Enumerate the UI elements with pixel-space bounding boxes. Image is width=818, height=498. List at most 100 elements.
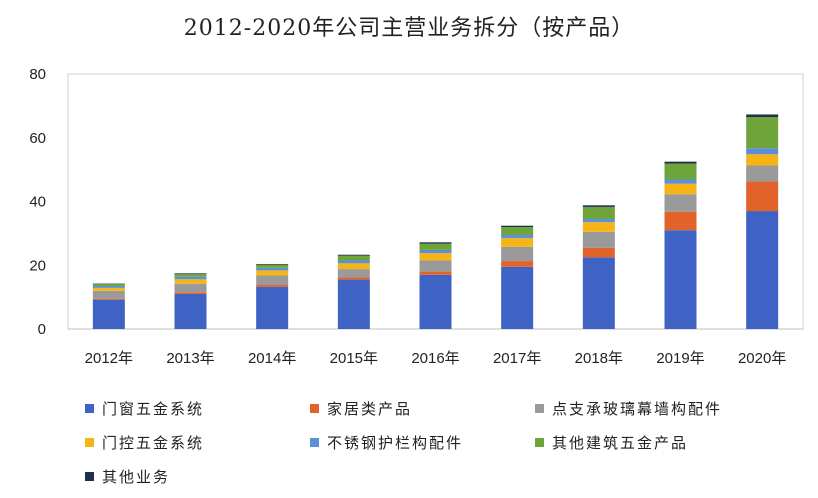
legend-swatch [535, 438, 544, 447]
bar-segment [746, 117, 779, 149]
legend-label: 点支承玻璃幕墙构配件 [552, 400, 723, 418]
x-tick-label: 2012年 [85, 350, 133, 367]
bar-segment [256, 267, 289, 271]
bar-segment [337, 277, 370, 280]
legend-label: 其他业务 [102, 468, 171, 486]
bar-segment [582, 219, 615, 223]
legend-item: 家居类产品 [310, 398, 412, 419]
y-tick-label: 40 [29, 194, 46, 211]
bar-segment [664, 163, 697, 180]
bar-segment [582, 206, 615, 220]
legend-label: 门窗五金系统 [102, 400, 205, 418]
x-tick-label: 2019年 [656, 350, 704, 367]
bar-segment [174, 276, 207, 280]
tick-labels: 0 20 40 60 80 2012年 2013年 2014年 2015年 2016年 2017年 2… [29, 66, 786, 367]
y-tick-label: 60 [29, 130, 46, 147]
bar-segment [92, 299, 125, 329]
bar-segment [746, 154, 779, 166]
bar-segment [174, 283, 207, 293]
stacked-bar-chart: 0 20 40 60 80 2012年 2013年 2014年 2015年 2016年 2017年 2… [29, 66, 804, 367]
legend-item: 点支承玻璃幕墙构配件 [535, 398, 722, 419]
bar-segment [256, 275, 289, 286]
legend-label: 家居类产品 [327, 400, 413, 418]
legend-label: 不锈钢护栏构配件 [327, 434, 464, 452]
bar-segment [746, 181, 779, 212]
legend-swatch [85, 404, 94, 413]
y-tick-label: 20 [29, 257, 46, 274]
legend-swatch [310, 438, 319, 447]
x-tick-label: 2020年 [738, 350, 786, 367]
bar-segment [419, 242, 452, 244]
bar-segment [664, 183, 697, 195]
bar-segment [174, 279, 207, 284]
bar-segment [337, 254, 370, 256]
bar-segment [664, 179, 697, 184]
bar-segment [582, 257, 615, 329]
bar-segment [582, 205, 615, 207]
legend-label: 其他建筑五金产品 [552, 434, 689, 452]
x-tick-label: 2016年 [411, 350, 459, 367]
bar-segment [419, 253, 452, 261]
x-tick-label: 2013年 [166, 350, 214, 367]
bar-segment [337, 260, 370, 264]
bar-segment [582, 231, 615, 248]
bar-segment [256, 286, 289, 329]
bar-segment [92, 283, 125, 286]
legend-item: 门控五金系统 [85, 432, 204, 453]
bar-segment [501, 246, 534, 262]
bar-segment [92, 298, 125, 300]
bar-segment [746, 114, 779, 118]
bar-segment [664, 230, 697, 329]
bar-segment [501, 238, 534, 247]
bar-segment [419, 260, 452, 272]
bar-segment [174, 292, 207, 294]
bar-segment [746, 165, 779, 182]
x-tick-label: 2017年 [493, 350, 541, 367]
x-tick-label: 2015年 [330, 350, 378, 367]
bar-segment [256, 263, 289, 265]
bar-segment [746, 211, 779, 329]
bar-segment [501, 266, 534, 329]
legend-item: 不锈钢护栏构配件 [310, 432, 463, 453]
bar-segment [92, 285, 125, 288]
bar-segment [664, 211, 697, 231]
bar-segment [337, 279, 370, 329]
bar-segment [501, 227, 534, 235]
y-tick-label: 80 [29, 66, 46, 83]
legend-item: 其他业务 [85, 466, 170, 487]
bar-segment [256, 285, 289, 287]
bar-segment [501, 234, 534, 239]
bar-segment [419, 274, 452, 329]
bar-segment [256, 270, 289, 276]
chart-title: 2012-2020年公司主营业务拆分（按产品） [183, 16, 635, 41]
x-tick-label: 2018年 [575, 350, 623, 367]
bar-segment [337, 263, 370, 270]
x-tick-label: 2014年 [248, 350, 296, 367]
legend-swatch [85, 438, 94, 447]
bar-segment [501, 261, 534, 267]
bar-segment [174, 273, 207, 274]
bar-segment [256, 264, 289, 268]
legend-item: 其他建筑五金产品 [535, 432, 688, 453]
bar-segment [419, 249, 452, 254]
legend-item: 门窗五金系统 [85, 398, 204, 419]
bar-segment [92, 287, 125, 291]
bar-segment [582, 247, 615, 258]
bar-segment [419, 243, 452, 250]
bar-segment [92, 290, 125, 299]
y-tick-label: 0 [38, 321, 46, 338]
legend-swatch [535, 404, 544, 413]
bars [92, 114, 779, 329]
bar-segment [174, 293, 207, 329]
legend-swatch [310, 404, 319, 413]
bar-segment [664, 194, 697, 212]
bar-segment [664, 161, 697, 164]
bar-segment [174, 273, 207, 277]
bar-segment [337, 255, 370, 261]
bar-segment [337, 269, 370, 278]
bar-segment [582, 222, 615, 232]
bar-segment [746, 148, 779, 155]
legend-swatch [85, 472, 94, 481]
legend-label: 门控五金系统 [102, 434, 205, 452]
bar-segment [501, 225, 534, 227]
